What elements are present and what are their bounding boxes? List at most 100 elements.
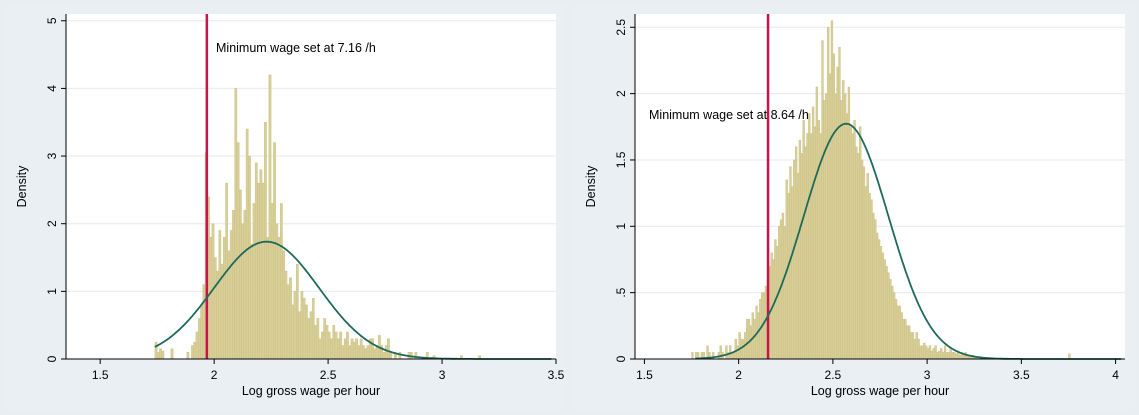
histogram-bar — [883, 259, 886, 360]
histogram-bar — [250, 243, 254, 360]
x-tick-label: 2.5 — [320, 368, 337, 382]
y-tick-label: .5 — [614, 287, 628, 297]
histogram-bar — [414, 352, 418, 360]
x-tick-label: 3 — [439, 368, 446, 382]
histogram-bar — [277, 237, 281, 360]
histogram-bar — [787, 192, 790, 360]
histogram-bar — [161, 350, 165, 360]
histogram-bar — [156, 352, 160, 360]
histogram-bar — [305, 304, 308, 360]
histogram-bar — [195, 331, 199, 360]
histogram-bar — [796, 173, 800, 360]
histogram-bar — [229, 230, 233, 360]
histogram-bar — [793, 159, 796, 360]
histogram-bar — [725, 345, 728, 360]
histogram-bar — [921, 345, 924, 360]
histogram-bar — [953, 352, 956, 360]
y-tick-label: 2.5 — [614, 19, 628, 36]
histogram-bar — [202, 284, 206, 360]
histogram-bar — [928, 345, 932, 360]
histogram-bar — [318, 338, 322, 360]
histogram-bar — [257, 182, 260, 360]
histogram-bar — [819, 133, 822, 360]
y-tick-label: 5 — [45, 17, 59, 24]
right-chart-panel: 0 .5 1 1.5 2 2.5 1.5 2 2.5 3 3.5 4 Log gross wage pe… — [573, 4, 1135, 410]
histogram-bar — [734, 338, 737, 360]
histogram-bar — [958, 354, 962, 360]
histogram-bar — [270, 203, 274, 360]
min-wage-annotation: Minimum wage set at 7.16 /h — [216, 41, 376, 55]
histogram-bar — [373, 348, 377, 360]
histogram-bar — [827, 27, 830, 360]
x-tick-label: 3.5 — [548, 368, 565, 382]
histogram-bar — [955, 353, 958, 360]
y-tick-label: 3 — [45, 152, 59, 159]
histogram-bar — [900, 312, 903, 360]
plot-area — [66, 14, 556, 359]
histogram-bar — [234, 88, 238, 360]
histogram-bar — [736, 345, 739, 360]
histogram-bar — [749, 325, 753, 360]
histogram-bar — [341, 345, 345, 360]
x-axis-title: Log gross wage per hour — [242, 384, 380, 398]
histogram-bar — [273, 142, 276, 360]
histogram-bar — [828, 73, 832, 360]
histogram-bar — [834, 93, 837, 360]
y-tick-label: 2 — [614, 90, 628, 97]
histogram-bar — [302, 297, 306, 360]
histogram-bar — [934, 345, 937, 360]
histogram-bar — [366, 345, 370, 360]
histogram-bar — [876, 232, 879, 360]
histogram-bar — [889, 279, 892, 360]
right-histogram-chart: 0 .5 1 1.5 2 2.5 1.5 2 2.5 3 3.5 4 Log gross wage pe… — [584, 14, 1125, 398]
histogram-bar — [154, 341, 158, 360]
histogram-bar — [849, 126, 852, 360]
histogram-bar — [915, 332, 918, 360]
histogram-bar — [764, 285, 768, 360]
histogram-bar — [887, 272, 890, 360]
histogram-bar — [355, 338, 358, 360]
x-tick-label: 3.5 — [1013, 368, 1030, 382]
histogram-bar — [223, 237, 226, 360]
histogram-bar — [962, 354, 966, 360]
histogram-bar — [877, 239, 881, 360]
histogram-bar — [947, 352, 950, 360]
histogram-bar — [941, 352, 945, 360]
histogram-bar — [348, 345, 352, 360]
histogram-bar — [259, 169, 263, 360]
histogram-bar — [747, 318, 751, 360]
histogram-bar — [891, 285, 894, 360]
histogram-bar — [343, 338, 347, 360]
histogram-bar — [838, 46, 841, 360]
histogram-bar — [938, 350, 941, 360]
histogram-bar — [339, 331, 342, 360]
histogram-bar — [898, 305, 901, 360]
histogram-bar — [311, 297, 315, 360]
histogram-bar — [325, 324, 329, 360]
x-tick-label: 2 — [211, 368, 218, 382]
histogram-bar — [282, 250, 285, 360]
histogram-bar — [293, 291, 297, 360]
min-wage-annotation: Minimum wage set at 8.64 /h — [649, 108, 809, 122]
histogram-bar — [868, 192, 871, 360]
histogram-bar — [382, 352, 386, 360]
y-axis-title: Density — [584, 165, 598, 207]
histogram-bar — [295, 264, 299, 360]
histogram-bar — [853, 119, 856, 360]
histogram-bar — [323, 318, 327, 360]
histogram-bar — [866, 173, 869, 360]
histogram-bar — [772, 259, 775, 360]
histogram-bar — [913, 338, 917, 360]
histogram-bar — [842, 80, 845, 360]
histogram-bar — [794, 146, 798, 360]
histogram-bar — [802, 119, 805, 360]
histogram-bar — [248, 155, 251, 360]
histogram-bar — [159, 348, 162, 360]
y-tick-label: 2 — [45, 220, 59, 227]
histogram-bar — [943, 345, 947, 360]
histogram-bar — [836, 66, 839, 360]
histogram-bar — [847, 86, 851, 360]
histogram-bar — [753, 318, 756, 360]
histogram-bar — [330, 338, 333, 360]
histogram-bar — [284, 270, 288, 360]
